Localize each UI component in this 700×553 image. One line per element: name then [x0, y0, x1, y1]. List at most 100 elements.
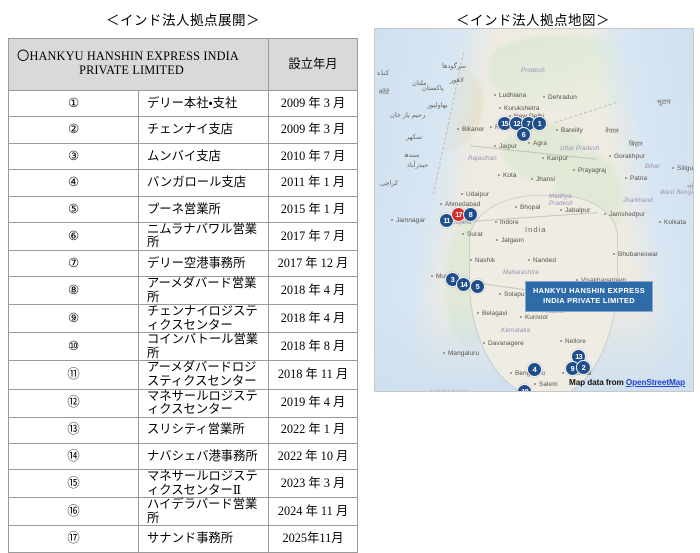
row-location-name: アーメダバード営業所	[138, 276, 269, 306]
row-established-date: 2018 年 8 月	[268, 332, 358, 362]
table-row: ⑨ チェンナイロジスティクスセンター 2018 年 4 月	[8, 304, 358, 334]
row-number: ⑧	[8, 276, 139, 306]
map-region-label: Karnataka	[501, 327, 531, 334]
row-number: ⑫	[8, 388, 139, 418]
table-row: ⑭ ナバシェバ港事務所 2022 年 10 月	[8, 442, 358, 471]
table-row: ⑧ アーメダバード営業所 2018 年 4 月	[8, 276, 358, 306]
map-marker-14[interactable]: 14	[456, 277, 471, 292]
india-locations-table: 〇HANKYU HANSHIN EXPRESS INDIA PRIVATE LI…	[8, 38, 358, 553]
map-attribution: Map data from OpenStreetMap	[569, 378, 685, 387]
table-row: ⑥ ニムラナバワル営業所 2017 年 7 月	[8, 221, 358, 251]
table-row: ⑫ マネサールロジスティクスセンター 2019 年 4 月	[8, 388, 358, 418]
map-city-label: Udaipur	[460, 191, 490, 198]
callout-line1: HANKYU HANSHIN EXPRESS	[533, 286, 646, 295]
map-marker-6[interactable]: 6	[516, 127, 531, 142]
map-city-label: Kolkata	[658, 219, 687, 226]
row-location-name: マネサールロジスティクスセンターⅡ	[138, 469, 269, 499]
map-city-label: Visakhapatnam	[575, 277, 626, 284]
table-panel-title: ＜インド法人拠点展開＞	[106, 13, 260, 28]
map-marker-8[interactable]: 8	[463, 207, 478, 222]
map-script-label: بهاولپور	[427, 102, 448, 109]
map-marker-5[interactable]: 5	[470, 279, 485, 294]
map-script-label: পশ্চিম	[687, 184, 693, 191]
map-marker-10[interactable]: 10	[517, 384, 532, 391]
row-location-name: チェンナイロジスティクスセンター	[138, 304, 269, 334]
map-city-label: Bhubaneswar	[612, 251, 659, 258]
row-location-name: プーネ営業所	[138, 195, 269, 223]
row-established-date: 2022 年 10 月	[268, 442, 358, 471]
map-script-label: لاهور	[450, 77, 464, 84]
row-number: ⑦	[8, 249, 139, 278]
row-number: ②	[8, 116, 139, 144]
map-region-label: Lakshadweep	[430, 389, 469, 391]
row-established-date: 2017 年 7 月	[268, 221, 358, 251]
map-script-label: سندھ	[404, 152, 420, 159]
map-country-label: India	[525, 225, 547, 234]
row-number: ④	[8, 169, 139, 197]
table-row: ⑤ プーネ営業所 2015 年 1 月	[8, 195, 358, 223]
row-location-name: ムンバイ支店	[138, 142, 269, 171]
map-script-label: پاکستان	[422, 85, 444, 92]
map-marker-4[interactable]: 4	[527, 362, 542, 377]
map-city-label: Jaipur	[493, 143, 518, 150]
row-number: ⑥	[8, 221, 139, 251]
map-script-label: سکهر	[406, 134, 422, 141]
map-region-label: Gujarat	[451, 219, 472, 226]
map-city-label: Jamshedpur	[603, 211, 646, 218]
map-script-label: ملتان	[412, 80, 427, 87]
map-script-label: बिहार	[629, 141, 643, 148]
map-panel-title: ＜インド法人拠点地図＞	[456, 13, 610, 28]
map-region-label: Prodesh	[521, 67, 545, 74]
map-marker-1[interactable]: 1	[532, 116, 547, 131]
map-script-label: नेपाल	[605, 128, 619, 135]
map-script-label: حیدرآباد	[407, 162, 429, 169]
map-city-label: Kurnool	[520, 314, 548, 321]
table-row: ⑮ マネサールロジスティクスセンターⅡ 2023 年 3 月	[8, 469, 358, 499]
row-established-date: 2022 年 1 月	[268, 416, 358, 444]
map-region-label: Madhya	[549, 193, 572, 200]
table-row: ⑦ デリー空港事務所 2017 年 12 月	[8, 249, 358, 278]
map-city-label: Gorakhpur	[608, 153, 646, 160]
india-location-map[interactable]: سرگودها لاهور کنڈه ملتان پاکستان بهاولپور رحیم…	[374, 28, 694, 392]
row-number: ⑨	[8, 304, 139, 334]
map-city-label: Solapur	[499, 291, 527, 298]
map-city-label: Surat	[462, 231, 483, 238]
row-established-date: 2018 年 4 月	[268, 276, 358, 306]
locations-table-panel: ＜インド法人拠点展開＞ 〇HANKYU HANSHIN EXPRESS INDI…	[8, 13, 358, 553]
callout-line2: INDIA PRIVATE LIMITED	[543, 295, 635, 305]
row-number: ⑮	[8, 469, 139, 499]
openstreetmap-link[interactable]: OpenStreetMap	[625, 378, 686, 387]
map-city-label: Jhansi	[530, 176, 556, 183]
row-number: ⑪	[8, 360, 139, 390]
row-established-date: 2019 年 4 月	[268, 388, 358, 418]
row-established-date: 2009 年 3 月	[268, 89, 358, 118]
map-green-shading-central	[502, 123, 585, 182]
map-region-label: West Bengal	[660, 189, 694, 196]
row-location-name: スリシティ営業所	[138, 416, 269, 444]
map-city-label: Jabalpur	[559, 207, 591, 214]
company-name-header: 〇HANKYU HANSHIN EXPRESS INDIA PRIVATE LI…	[8, 38, 269, 91]
row-number: ⑭	[8, 442, 139, 471]
map-region-label: Jharkhand	[623, 197, 653, 204]
row-established-date: 2023 年 3 月	[268, 469, 358, 499]
map-city-label: Salem	[534, 381, 558, 388]
map-city-label: Kanpur	[541, 155, 569, 162]
table-row: ⑯ ハイデラバード営業所 2024 年 11 月	[8, 497, 358, 527]
map-city-label: Bhopal	[515, 204, 541, 211]
map-city-label: Agra	[528, 140, 547, 147]
row-location-name: マネサールロジスティクスセンター	[138, 388, 269, 418]
row-location-name: バンガロール支店	[138, 169, 269, 197]
map-marker-2[interactable]: 2	[576, 360, 591, 375]
table-head: 〇HANKYU HANSHIN EXPRESS INDIA PRIVATE LI…	[8, 38, 358, 91]
row-number: ③	[8, 142, 139, 171]
map-region-label: Uttar Pradesh	[560, 145, 600, 152]
row-location-name: ニムラナバワル営業所	[138, 221, 269, 251]
table-row: ④ バンガロール支店 2011 年 1 月	[8, 169, 358, 197]
map-script-label: سرگودها	[442, 63, 467, 70]
company-name-line2: PRIVATE LIMITED	[79, 63, 184, 77]
row-established-date: 2015 年 1 月	[268, 195, 358, 223]
row-number: ⑯	[8, 497, 139, 527]
map-city-label: Nellore	[560, 338, 586, 345]
map-city-label: Indore	[495, 219, 519, 226]
map-city-label: Jalgaon	[495, 237, 525, 244]
